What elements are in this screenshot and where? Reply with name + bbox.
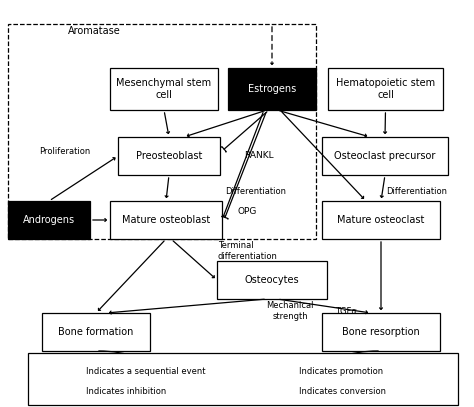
Text: OPG: OPG <box>238 206 257 215</box>
Bar <box>322 201 440 239</box>
Text: Bone remodeling: Bone remodeling <box>196 375 280 385</box>
Bar <box>174 361 302 399</box>
Text: Bone resorption: Bone resorption <box>342 327 420 337</box>
Text: Estrogens: Estrogens <box>248 84 296 94</box>
Text: Indicates inhibition: Indicates inhibition <box>86 387 166 396</box>
Bar <box>8 24 316 239</box>
Bar <box>328 68 443 110</box>
Text: Osteocytes: Osteocytes <box>245 275 299 285</box>
Bar <box>217 261 327 299</box>
Bar <box>228 68 316 110</box>
Text: Osteoclast precursor: Osteoclast precursor <box>334 151 436 161</box>
Text: Androgens: Androgens <box>23 215 75 225</box>
Text: Mesenchymal stem
cell: Mesenchymal stem cell <box>117 78 211 100</box>
Text: Indicates promotion: Indicates promotion <box>299 366 383 376</box>
Bar <box>118 137 220 175</box>
Text: Proliferation: Proliferation <box>39 147 91 155</box>
Text: Differentiation: Differentiation <box>225 188 286 197</box>
Text: Preosteoblast: Preosteoblast <box>136 151 202 161</box>
Bar <box>8 201 90 239</box>
Text: Mechanical
strength: Mechanical strength <box>266 301 314 321</box>
Text: TGFα: TGFα <box>335 306 357 315</box>
Bar <box>322 313 440 351</box>
Bar <box>110 201 222 239</box>
Bar <box>322 137 448 175</box>
Text: RANKL: RANKL <box>244 151 273 160</box>
Bar <box>110 68 218 110</box>
Text: Differentiation: Differentiation <box>386 188 447 197</box>
Text: Hematopoietic stem
cell: Hematopoietic stem cell <box>336 78 435 100</box>
Text: Aromatase: Aromatase <box>68 26 121 36</box>
Text: Bone formation: Bone formation <box>58 327 134 337</box>
Text: Terminal
differentiation: Terminal differentiation <box>218 241 278 261</box>
Text: Indicates a sequential event: Indicates a sequential event <box>86 366 206 376</box>
Text: Mature osteoclast: Mature osteoclast <box>337 215 425 225</box>
Bar <box>42 313 150 351</box>
Bar <box>28 353 458 405</box>
Text: Mature osteoblast: Mature osteoblast <box>122 215 210 225</box>
Text: Indicates conversion: Indicates conversion <box>299 387 386 396</box>
